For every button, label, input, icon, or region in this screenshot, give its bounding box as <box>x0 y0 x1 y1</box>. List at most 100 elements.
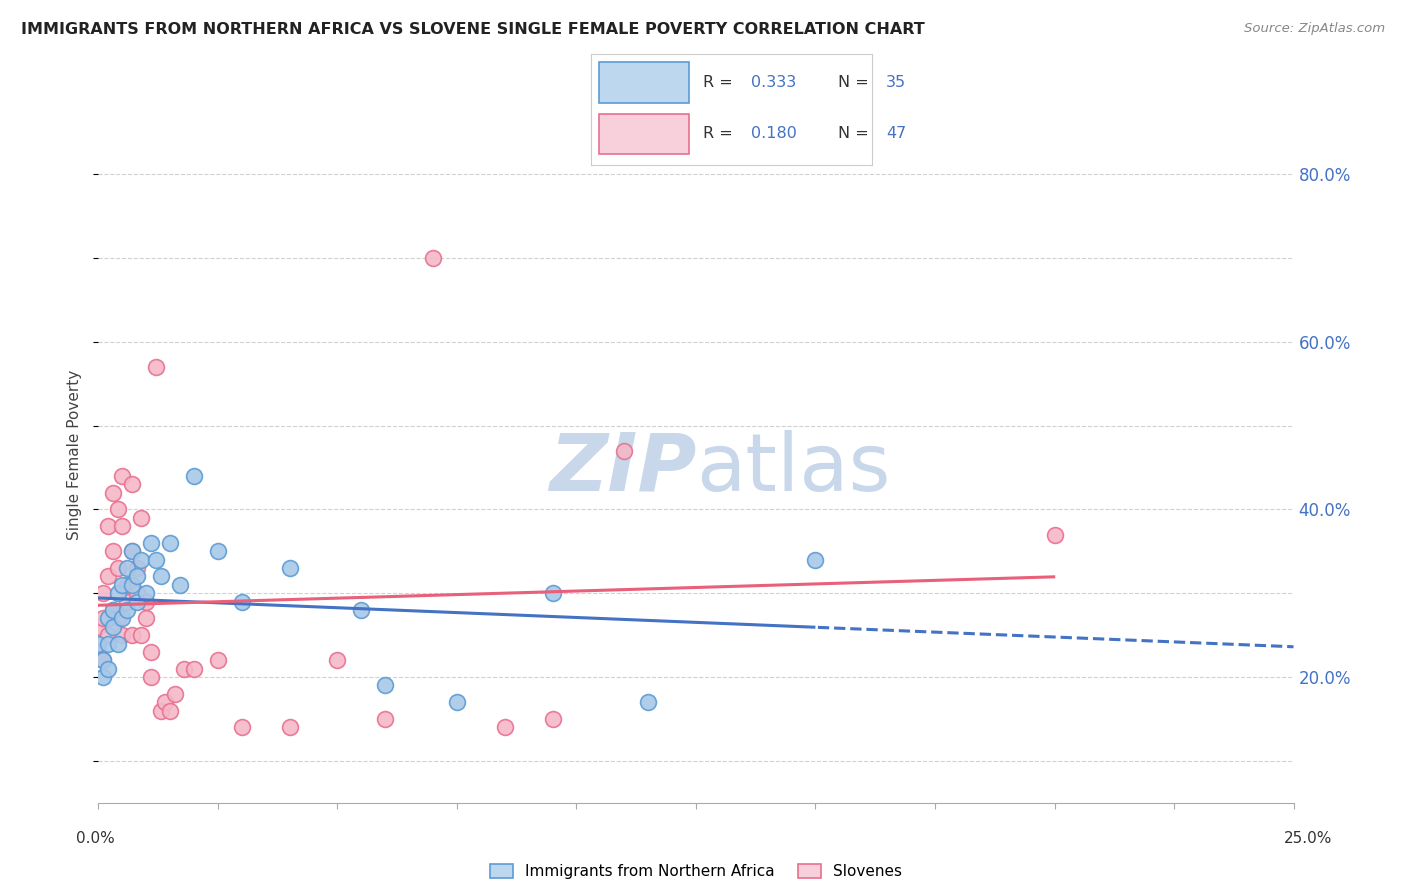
Text: atlas: atlas <box>696 430 890 508</box>
Point <box>446 695 468 709</box>
Point <box>115 594 138 608</box>
Point <box>278 720 301 734</box>
Point <box>139 670 162 684</box>
Text: IMMIGRANTS FROM NORTHERN AFRICA VS SLOVENE SINGLE FEMALE POVERTY CORRELATION CHA: IMMIGRANTS FROM NORTHERN AFRICA VS SLOVE… <box>21 22 925 37</box>
Point <box>91 653 114 667</box>
Point <box>139 536 162 550</box>
Point <box>125 586 148 600</box>
Point <box>326 653 349 667</box>
Point <box>97 611 120 625</box>
Point <box>111 611 134 625</box>
Point <box>173 662 195 676</box>
Text: 25.0%: 25.0% <box>1284 831 1331 846</box>
Point <box>107 611 129 625</box>
Text: N =: N = <box>838 75 875 90</box>
Point <box>115 561 138 575</box>
FancyBboxPatch shape <box>599 114 689 154</box>
Point <box>101 603 124 617</box>
Text: R =: R = <box>703 127 738 141</box>
Point <box>135 594 157 608</box>
Text: 0.180: 0.180 <box>751 127 797 141</box>
Point <box>91 586 114 600</box>
Point <box>125 561 148 575</box>
Point <box>613 443 636 458</box>
Point <box>231 720 253 734</box>
Point <box>541 586 564 600</box>
Point <box>422 251 444 265</box>
Text: N =: N = <box>838 127 875 141</box>
Point <box>97 636 120 650</box>
Point <box>87 620 110 634</box>
Point <box>183 662 205 676</box>
Point <box>1043 527 1066 541</box>
Point <box>541 712 564 726</box>
Point <box>91 611 114 625</box>
Legend: Immigrants from Northern Africa, Slovenes: Immigrants from Northern Africa, Slovene… <box>484 858 908 886</box>
Point <box>121 578 143 592</box>
Text: Source: ZipAtlas.com: Source: ZipAtlas.com <box>1244 22 1385 36</box>
Point <box>121 544 143 558</box>
Point <box>207 544 229 558</box>
Point <box>111 519 134 533</box>
Point <box>97 519 120 533</box>
Point <box>131 510 153 524</box>
Text: R =: R = <box>703 75 738 90</box>
Point <box>125 594 148 608</box>
Text: 0.0%: 0.0% <box>76 831 115 846</box>
Point <box>149 569 172 583</box>
Point <box>159 704 181 718</box>
Point <box>159 536 181 550</box>
Point <box>91 653 114 667</box>
Point <box>97 662 120 676</box>
Point <box>139 645 162 659</box>
Point <box>91 670 114 684</box>
Point <box>97 569 120 583</box>
Text: 47: 47 <box>886 127 905 141</box>
Point <box>107 561 129 575</box>
Point <box>374 712 396 726</box>
Point <box>125 569 148 583</box>
Point <box>115 603 138 617</box>
Point <box>350 603 373 617</box>
Point <box>135 586 157 600</box>
Point <box>97 628 120 642</box>
Point <box>149 704 172 718</box>
Point <box>169 578 191 592</box>
Point <box>131 628 153 642</box>
Point <box>145 552 167 566</box>
Text: 0.333: 0.333 <box>751 75 796 90</box>
Point <box>131 552 153 566</box>
Point <box>87 636 110 650</box>
Point <box>101 620 124 634</box>
Point <box>163 687 186 701</box>
Text: ZIP: ZIP <box>548 430 696 508</box>
Point <box>111 468 134 483</box>
Point <box>101 603 124 617</box>
Point <box>207 653 229 667</box>
Point <box>121 477 143 491</box>
Point <box>145 359 167 374</box>
Point <box>101 485 124 500</box>
Point <box>494 720 516 734</box>
Point <box>87 645 110 659</box>
Point <box>115 578 138 592</box>
Point <box>107 586 129 600</box>
Point <box>231 594 253 608</box>
Point <box>183 468 205 483</box>
Point <box>107 636 129 650</box>
Point <box>111 578 134 592</box>
Point <box>101 544 124 558</box>
Point <box>804 552 827 566</box>
Point <box>374 678 396 692</box>
Point <box>121 628 143 642</box>
Point <box>155 695 177 709</box>
Point <box>135 611 157 625</box>
Y-axis label: Single Female Poverty: Single Female Poverty <box>67 370 83 540</box>
Text: 35: 35 <box>886 75 905 90</box>
Point <box>111 628 134 642</box>
Point <box>121 544 143 558</box>
Point <box>637 695 659 709</box>
FancyBboxPatch shape <box>599 62 689 103</box>
Point <box>107 502 129 516</box>
Point <box>278 561 301 575</box>
